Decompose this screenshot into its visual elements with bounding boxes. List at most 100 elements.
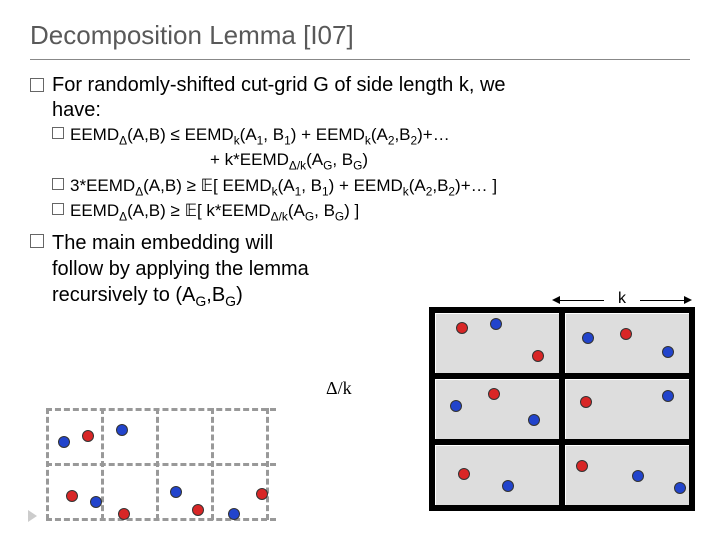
t: (A [288, 201, 305, 220]
dashed-line-horizontal [46, 518, 276, 521]
data-point-red [192, 504, 204, 516]
data-point-red [620, 328, 632, 340]
t: The main embedding will [52, 232, 273, 254]
t: , B [332, 150, 353, 169]
bullet-square-icon [52, 127, 64, 139]
data-point-blue [528, 414, 540, 426]
t: EEMD [70, 201, 119, 220]
data-point-blue [116, 424, 128, 436]
grid-cell [566, 446, 690, 506]
t: (A,B) ≥ 𝔼[ EEMD [143, 176, 271, 195]
intro-line: For randomly-shifted cut-grid G of side … [30, 74, 690, 97]
dashed-line-horizontal [46, 408, 276, 411]
data-point-blue [674, 482, 686, 494]
intro-text-b: have: [52, 99, 101, 121]
t: (A [409, 176, 426, 195]
t: recursively to (A [52, 284, 195, 306]
sub-delta: Δ [119, 133, 127, 147]
t: ) ] [344, 201, 359, 220]
grid-diagram-right: k [432, 310, 692, 510]
t: ) [362, 150, 368, 169]
data-point-blue [58, 436, 70, 448]
sub-delta: Δ [119, 209, 127, 223]
grid-diagram-left [46, 408, 296, 528]
sub-G: G [323, 159, 332, 173]
data-point-red [118, 508, 130, 520]
bullet-square-icon [52, 178, 64, 190]
sub-G: G [305, 209, 314, 223]
sub-G: G [195, 293, 206, 309]
t: (A [278, 176, 295, 195]
slide-title: Decomposition Lemma [I07] [30, 20, 690, 51]
data-point-red [576, 460, 588, 472]
t: )+… ] [455, 176, 497, 195]
grid-line-horizontal [429, 373, 695, 379]
t: ) + EEMD [329, 176, 403, 195]
sub-G: G [353, 159, 362, 173]
bullet-square-icon [52, 203, 64, 215]
t: (A [306, 150, 323, 169]
dashed-line-vertical [46, 408, 49, 520]
t: ) [236, 284, 243, 306]
lemma-line-1: EEMDΔ(A,B) ≤ EEMDk(A1, B1) + EEMDk(A2,B2… [30, 124, 690, 148]
k-label: k [618, 290, 626, 307]
t: ,B [432, 176, 448, 195]
t: (A [240, 125, 257, 144]
sub-dk: Δ/k [289, 159, 306, 173]
t: (A,B) ≤ EEMD [127, 125, 234, 144]
grid-cell [436, 446, 560, 506]
bullet-square-icon [30, 234, 44, 248]
data-point-red [82, 430, 94, 442]
data-point-red [580, 396, 592, 408]
grid-line-vertical [559, 310, 565, 510]
dashed-line-vertical [211, 408, 214, 520]
sub-G: G [225, 293, 236, 309]
sub-1: 1 [322, 184, 329, 198]
k-dimension-arrow: k [558, 290, 686, 308]
t: , B [263, 125, 284, 144]
t: (A [371, 125, 388, 144]
t: (A,B) ≥ 𝔼[ k*EEMD [127, 201, 271, 220]
lemma-line-2: 3*EEMDΔ(A,B) ≥ 𝔼[ EEMDk(A1, B1) + EEMDk(… [30, 175, 690, 199]
t: , B [301, 176, 322, 195]
data-point-blue [170, 486, 182, 498]
data-point-blue [502, 480, 514, 492]
data-point-blue [490, 318, 502, 330]
t: EEMD [70, 125, 119, 144]
grid-line-horizontal [429, 505, 695, 511]
sub-dk: Δ/k [271, 209, 288, 223]
bullet-square-icon [30, 78, 44, 92]
t: 3*EEMD [70, 176, 135, 195]
grid-cell [566, 314, 690, 374]
t: ) + EEMD [291, 125, 365, 144]
data-point-red [458, 468, 470, 480]
t: , B [314, 201, 335, 220]
sub-delta: Δ [135, 184, 143, 198]
data-point-blue [90, 496, 102, 508]
data-point-blue [582, 332, 594, 344]
delta-over-k-label: Δ/k [326, 378, 352, 399]
t: ,B [206, 284, 225, 306]
data-point-red [488, 388, 500, 400]
grid-line-horizontal [429, 439, 695, 445]
slide-marker-icon [28, 510, 37, 522]
data-point-red [456, 322, 468, 334]
grid-line-vertical [429, 310, 435, 510]
title-underline [30, 59, 690, 60]
lemma-line-1b: + k*EEMDΔ/k(AG, BG) [30, 149, 690, 173]
dashed-line-horizontal [46, 463, 276, 466]
t: )+… [417, 125, 450, 144]
lemma-line-3: EEMDΔ(A,B) ≥ 𝔼[ k*EEMDΔ/k(AG, BG) ] [30, 200, 690, 224]
t: ,B [394, 125, 410, 144]
arrow-right-icon [684, 296, 692, 304]
data-point-blue [632, 470, 644, 482]
arrow-left-icon [552, 296, 560, 304]
data-point-blue [450, 400, 462, 412]
data-point-blue [228, 508, 240, 520]
sub-G: G [335, 209, 344, 223]
grid-cell [566, 380, 690, 440]
data-point-red [66, 490, 78, 502]
intro-text-a: For randomly-shifted cut-grid G of side … [52, 74, 506, 96]
t: + k*EEMD [210, 150, 289, 169]
intro-line-2: have: [30, 99, 690, 122]
